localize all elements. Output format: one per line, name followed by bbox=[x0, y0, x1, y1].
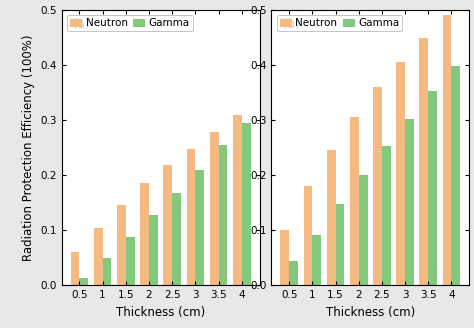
Bar bbox=[187, 149, 195, 285]
Bar bbox=[94, 228, 102, 285]
Bar bbox=[396, 62, 405, 285]
Bar bbox=[419, 38, 428, 285]
Bar bbox=[373, 87, 382, 285]
Bar bbox=[71, 252, 80, 285]
Legend: Neutron, Gamma: Neutron, Gamma bbox=[277, 15, 402, 31]
Bar bbox=[80, 278, 88, 285]
Bar bbox=[281, 230, 289, 285]
Bar bbox=[336, 204, 344, 285]
Bar bbox=[451, 66, 460, 285]
Y-axis label: Radiation Protection Efficiency (100%): Radiation Protection Efficiency (100%) bbox=[22, 34, 35, 261]
Bar bbox=[219, 145, 228, 285]
Legend: Neutron, Gamma: Neutron, Gamma bbox=[67, 15, 192, 31]
Bar bbox=[242, 123, 250, 285]
Bar bbox=[303, 186, 312, 285]
Bar bbox=[102, 258, 111, 285]
X-axis label: Thickness (cm): Thickness (cm) bbox=[326, 306, 415, 319]
X-axis label: Thickness (cm): Thickness (cm) bbox=[116, 306, 205, 319]
Bar bbox=[233, 114, 242, 285]
Bar bbox=[210, 132, 219, 285]
Bar bbox=[117, 205, 126, 285]
Bar bbox=[164, 165, 172, 285]
Bar bbox=[382, 146, 391, 285]
Bar bbox=[126, 237, 135, 285]
Bar bbox=[359, 175, 367, 285]
Bar bbox=[350, 117, 359, 285]
Bar bbox=[428, 91, 437, 285]
Bar bbox=[149, 215, 158, 285]
Bar bbox=[327, 150, 336, 285]
Bar bbox=[289, 260, 298, 285]
Text: (b): (b) bbox=[283, 18, 300, 31]
Bar bbox=[172, 193, 181, 285]
Bar bbox=[443, 15, 451, 285]
Bar bbox=[195, 170, 204, 285]
Text: (a): (a) bbox=[73, 18, 90, 31]
Bar bbox=[312, 235, 321, 285]
Bar bbox=[140, 183, 149, 285]
Bar bbox=[405, 119, 414, 285]
